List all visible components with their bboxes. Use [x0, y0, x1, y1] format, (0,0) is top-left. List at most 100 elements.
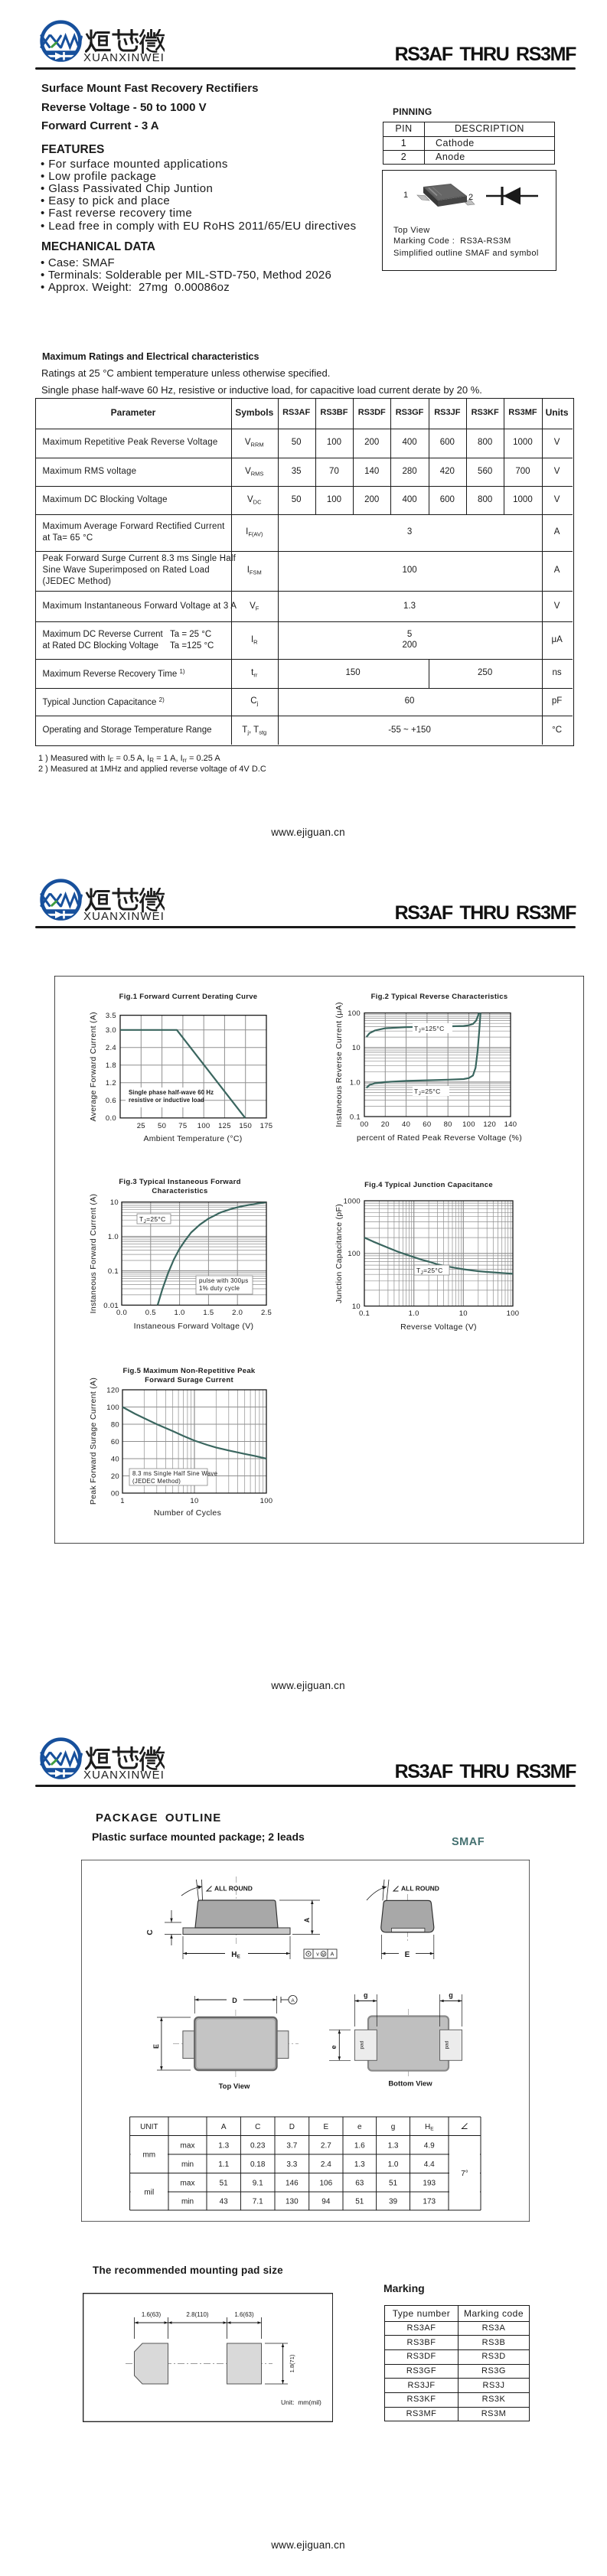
svg-text:E: E	[405, 1951, 410, 1959]
svg-text:146: 146	[286, 2179, 299, 2187]
svg-text:TJ=125°C: TJ=125°C	[414, 1025, 445, 1034]
svg-text:Forward Surage Current: Forward Surage Current	[145, 1376, 233, 1384]
svg-text:130: 130	[286, 2198, 299, 2206]
svg-text:TJ=25°C: TJ=25°C	[139, 1215, 166, 1224]
svg-text:173: 173	[423, 2198, 436, 2206]
svg-text:60: 60	[111, 1438, 119, 1446]
svg-text:C: C	[146, 1929, 155, 1935]
svg-text:9.1: 9.1	[253, 2179, 263, 2187]
svg-text:Fig.2 Typical Reverse Charact: Fig.2 Typical Reverse Characteristics	[371, 993, 508, 1001]
svg-text:2.4: 2.4	[321, 2160, 331, 2169]
svg-text:0.6: 0.6	[106, 1097, 116, 1105]
svg-text:1.6(63): 1.6(63)	[234, 2311, 254, 2318]
svg-text:10: 10	[110, 1198, 119, 1207]
svg-text:percent of Rated Peak Reverse: percent of Rated Peak Reverse Voltage (%…	[357, 1133, 522, 1143]
svg-text:106: 106	[320, 2179, 333, 2187]
svg-text:51: 51	[389, 2179, 398, 2187]
svg-text:ALL ROUND: ALL ROUND	[214, 1885, 253, 1893]
svg-text:100: 100	[507, 1309, 520, 1318]
svg-text:Instaneous Forward Current (A): Instaneous Forward Current (A)	[89, 1194, 98, 1314]
svg-text:pad: pad	[360, 2040, 365, 2049]
svg-text:175: 175	[260, 1122, 273, 1130]
svg-text:Fig.1 Forward Current Deratin: Fig.1 Forward Current Derating Curve	[119, 993, 258, 1001]
svg-text:100: 100	[106, 1404, 119, 1412]
svg-text:1.2: 1.2	[106, 1079, 116, 1087]
svg-text:e: e	[357, 2123, 362, 2131]
svg-text:100: 100	[260, 1497, 273, 1505]
svg-text:39: 39	[389, 2198, 398, 2206]
svg-text:4.9: 4.9	[424, 2141, 435, 2150]
svg-text:1000: 1000	[344, 1197, 361, 1205]
svg-text:0.01: 0.01	[103, 1302, 119, 1310]
svg-text:Single phase half-wave 60 Hz: Single phase half-wave 60 Hz	[129, 1089, 214, 1096]
svg-text:mm: mm	[142, 2151, 155, 2160]
svg-text:UNIT: UNIT	[140, 2123, 158, 2131]
svg-text:80: 80	[444, 1120, 452, 1129]
svg-text:TJ=25°C: TJ=25°C	[416, 1267, 443, 1276]
svg-text:1: 1	[120, 1497, 125, 1505]
svg-text:1% duty cycle: 1% duty cycle	[199, 1285, 240, 1292]
svg-text:Characteristics: Characteristics	[152, 1187, 207, 1195]
svg-text:0.23: 0.23	[250, 2141, 266, 2150]
svg-text:M: M	[321, 1953, 325, 1958]
svg-text:120: 120	[483, 1120, 496, 1129]
svg-text:Peak Forward Surage Current (A: Peak Forward Surage Current (A)	[89, 1378, 98, 1505]
svg-text:0.1: 0.1	[359, 1309, 370, 1318]
svg-text:0.1: 0.1	[108, 1267, 119, 1276]
svg-text:pad: pad	[445, 2040, 450, 2049]
svg-text:D: D	[232, 1997, 237, 2004]
svg-text:Fig.5 Maximum Non-Repetitive: Fig.5 Maximum Non-Repetitive Peak	[122, 1367, 255, 1375]
svg-text:1.8: 1.8	[106, 1061, 116, 1070]
svg-text:A: A	[303, 1917, 311, 1922]
svg-text:1.0: 1.0	[108, 1233, 119, 1241]
svg-text:g: g	[449, 1991, 453, 1999]
svg-text:43: 43	[220, 2198, 229, 2206]
svg-text:51: 51	[220, 2179, 229, 2187]
svg-text:100: 100	[348, 1250, 361, 1258]
svg-text:63: 63	[355, 2179, 364, 2187]
svg-text:e: e	[330, 2045, 338, 2049]
svg-text:2.7: 2.7	[321, 2141, 331, 2150]
svg-text:1.8(71): 1.8(71)	[289, 2354, 295, 2372]
svg-text:pulse with 300μs: pulse with 300μs	[199, 1277, 249, 1284]
svg-text:Junction Capacitance (pF): Junction Capacitance (pF)	[335, 1204, 344, 1303]
svg-text:20: 20	[111, 1472, 119, 1481]
svg-text:125: 125	[218, 1122, 231, 1130]
svg-text:A: A	[331, 1952, 335, 1958]
svg-text:Average Forward Current (A): Average Forward Current (A)	[89, 1012, 98, 1121]
svg-text:25: 25	[137, 1122, 145, 1130]
svg-text:7°: 7°	[461, 2170, 468, 2178]
svg-text:D: D	[289, 2123, 295, 2131]
svg-text:0.5: 0.5	[145, 1309, 156, 1317]
svg-text:50: 50	[158, 1122, 166, 1130]
svg-text:10: 10	[352, 1303, 361, 1311]
svg-text:ALL ROUND: ALL ROUND	[401, 1885, 439, 1893]
svg-text:40: 40	[402, 1120, 410, 1129]
svg-text:4.4: 4.4	[424, 2160, 435, 2169]
svg-text:1.3: 1.3	[354, 2160, 365, 2169]
svg-text:E: E	[324, 2123, 329, 2131]
svg-text:0.18: 0.18	[250, 2160, 266, 2169]
svg-text:g: g	[391, 2123, 396, 2131]
svg-text:resistive or inductive load: resistive or inductive load	[129, 1097, 204, 1104]
svg-text:10: 10	[190, 1497, 198, 1505]
svg-text:Instaneous Forward Voltage (V): Instaneous Forward Voltage (V)	[134, 1322, 254, 1331]
svg-text:max: max	[181, 2141, 195, 2150]
svg-text:Fig.4 Typical Junction Capaci: Fig.4 Typical Junction Capacitance	[364, 1181, 493, 1189]
svg-text:10: 10	[352, 1044, 361, 1052]
svg-text:75: 75	[178, 1122, 187, 1130]
svg-text:1.3: 1.3	[218, 2141, 229, 2150]
svg-text:51: 51	[355, 2198, 364, 2206]
svg-text:20: 20	[381, 1120, 390, 1129]
svg-text:min: min	[181, 2160, 194, 2169]
svg-text:193: 193	[423, 2179, 436, 2187]
svg-text:140: 140	[504, 1120, 517, 1129]
svg-text:TJ=25°C: TJ=25°C	[414, 1087, 441, 1097]
svg-text:1.0: 1.0	[175, 1309, 185, 1317]
svg-text:40: 40	[111, 1455, 119, 1463]
svg-text:Unit: mm(mil): Unit: mm(mil)	[281, 2398, 321, 2406]
svg-text:100: 100	[197, 1122, 210, 1130]
svg-text:100: 100	[348, 1009, 361, 1018]
svg-text:A: A	[291, 1998, 295, 2004]
svg-text:max: max	[181, 2179, 195, 2187]
